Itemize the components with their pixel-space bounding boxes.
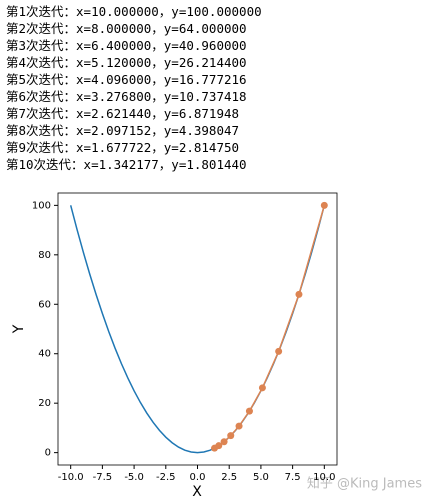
y-tick-label: 100 (32, 200, 51, 211)
y-tick-label: 0 (45, 448, 51, 459)
point (295, 290, 303, 298)
log-line: 第10次迭代：x=1.342177，y=1.801440 (6, 157, 247, 172)
point (235, 422, 243, 430)
log-line: 第4次迭代：x=5.120000，y=26.214400 (6, 55, 247, 70)
y-axis-label: Y (11, 324, 27, 334)
log-line: 第3次迭代：x=6.400000，y=40.960000 (6, 38, 247, 53)
log-line: 第5次迭代：x=4.096000，y=16.777216 (6, 72, 247, 87)
x-tick-label: 0.0 (190, 472, 206, 483)
log-line: 第7次迭代：x=2.621440，y=6.871948 (6, 106, 240, 121)
x-tick-label: 2.5 (221, 472, 237, 483)
output-log: 第1次迭代：x=10.000000，y=100.000000 第2次迭代：x=8.… (6, 3, 262, 173)
y-tick-label: 80 (38, 250, 51, 261)
x-tick-label: -5.0 (124, 472, 144, 483)
point (227, 432, 235, 440)
x-tick-label: -2.5 (156, 472, 176, 483)
x-tick-label: -7.5 (93, 472, 113, 483)
y-tick-label: 20 (38, 398, 51, 409)
point (211, 444, 219, 452)
x-tick-label: 7.5 (285, 472, 301, 483)
log-line: 第2次迭代：x=8.000000，y=64.000000 (6, 21, 247, 36)
plot-frame (57, 192, 338, 466)
log-line: 第1次迭代：x=10.000000，y=100.000000 (6, 4, 262, 19)
point (220, 438, 228, 446)
x-tick-label: 5.0 (253, 472, 269, 483)
watermark: 知乎 @King James (307, 476, 422, 492)
y-tick-label: 40 (38, 349, 51, 360)
point (258, 384, 266, 392)
log-line: 第6次迭代：x=3.276800，y=10.737418 (6, 89, 247, 104)
log-line: 第8次迭代：x=2.097152，y=4.398047 (6, 123, 240, 138)
point (245, 407, 253, 415)
x-tick-label: -10.0 (58, 472, 84, 483)
y-tick-label: 60 (38, 299, 51, 310)
point (320, 201, 328, 209)
x-tick-label: 10.0 (313, 472, 335, 483)
point (275, 347, 283, 355)
x-axis-label: X (192, 484, 202, 500)
series-line (214, 205, 326, 449)
log-line: 第9次迭代：x=1.677722，y=2.814750 (6, 140, 240, 155)
